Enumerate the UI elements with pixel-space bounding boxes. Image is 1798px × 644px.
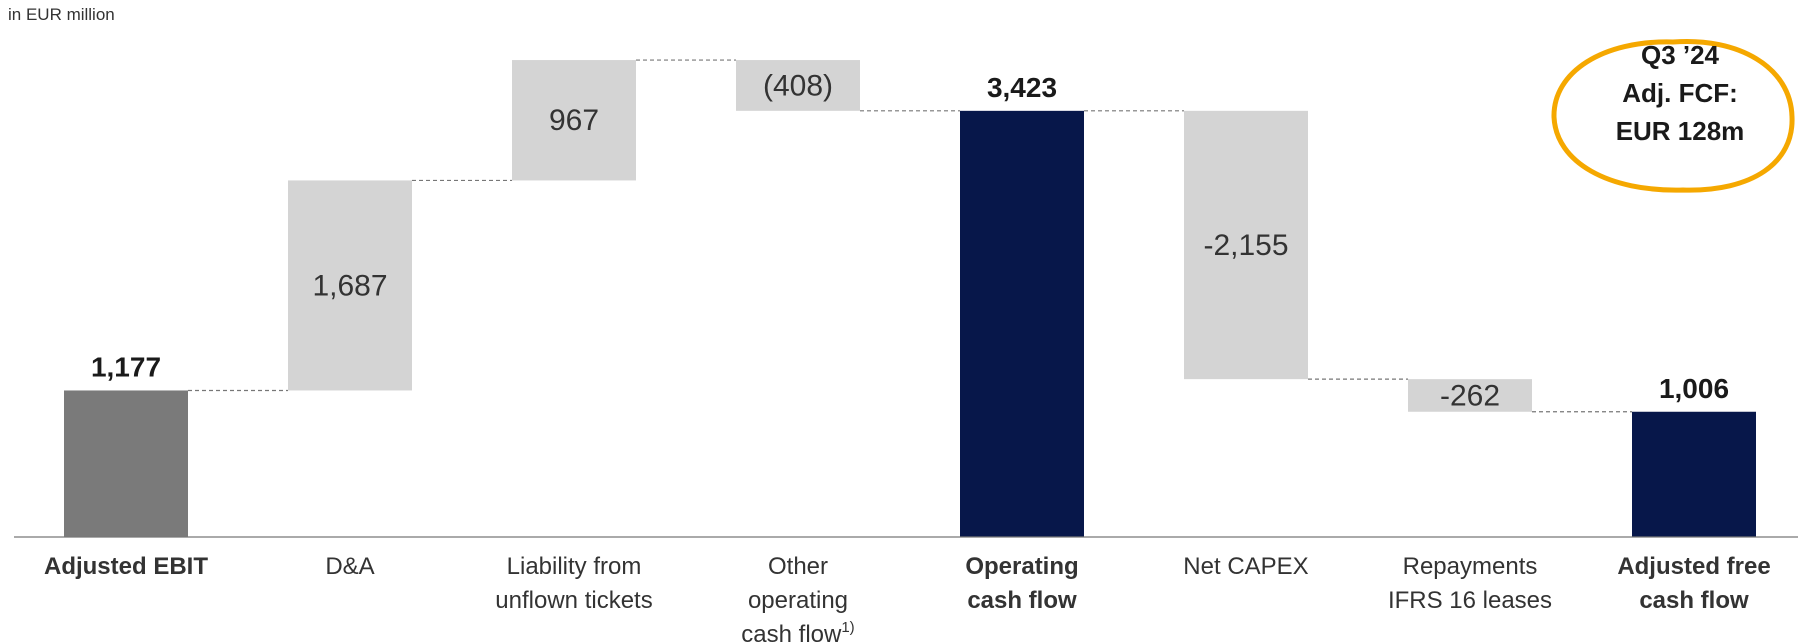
connector-lines xyxy=(188,59,1632,413)
callout-ring xyxy=(1551,38,1795,193)
category-label-4: Operating cash flow xyxy=(965,553,1078,614)
value-label-2: 967 xyxy=(549,104,599,137)
bars xyxy=(64,60,1756,538)
category-label-5: Net CAPEX xyxy=(1183,553,1308,580)
value-label-3: (408) xyxy=(763,69,833,102)
bar-7 xyxy=(1632,411,1756,537)
bar-3 xyxy=(736,60,860,111)
footnote-marker: 1) xyxy=(841,619,854,636)
category-label-1: D&A xyxy=(325,553,374,580)
category-label-0: Adjusted EBIT xyxy=(44,553,208,580)
category-label-7: Adjusted free cash flow xyxy=(1617,553,1770,614)
callout-line-3: EUR 128m xyxy=(1615,116,1745,146)
value-label-6: -262 xyxy=(1440,379,1500,412)
unit-label: in EUR million xyxy=(8,5,115,24)
callout-ring-stroke xyxy=(1551,38,1795,193)
value-label-7: 1,006 xyxy=(1659,373,1729,404)
value-labels: 1,177 1,687 967 (408) 3,423 -2,155 -262 1,006 xyxy=(91,69,1729,412)
category-label-3: Other operating cash flow1) xyxy=(741,553,854,644)
callout-text: Q3 ’24 Adj. FCF: EUR 128m xyxy=(1596,36,1764,150)
callout-line-1: Q3 ’24 xyxy=(1640,40,1720,70)
bar-0 xyxy=(64,390,188,537)
category-label-2: Liability from unflown tickets xyxy=(495,553,652,614)
bar-5 xyxy=(1184,110,1308,380)
value-label-0: 1,177 xyxy=(91,351,161,382)
bar-6 xyxy=(1408,379,1532,412)
category-labels: Adjusted EBIT D&A Liability from unflown ti… xyxy=(44,553,1771,644)
value-label-4: 3,423 xyxy=(987,72,1057,103)
bar-2 xyxy=(512,60,636,181)
value-label-1: 1,687 xyxy=(312,269,387,302)
bar-4 xyxy=(960,110,1084,538)
callout-line-2: Adj. FCF: xyxy=(1622,78,1738,108)
value-label-5: -2,155 xyxy=(1203,229,1288,262)
category-label-6: Repayments IFRS 16 leases xyxy=(1388,553,1552,614)
bar-1 xyxy=(288,180,412,391)
